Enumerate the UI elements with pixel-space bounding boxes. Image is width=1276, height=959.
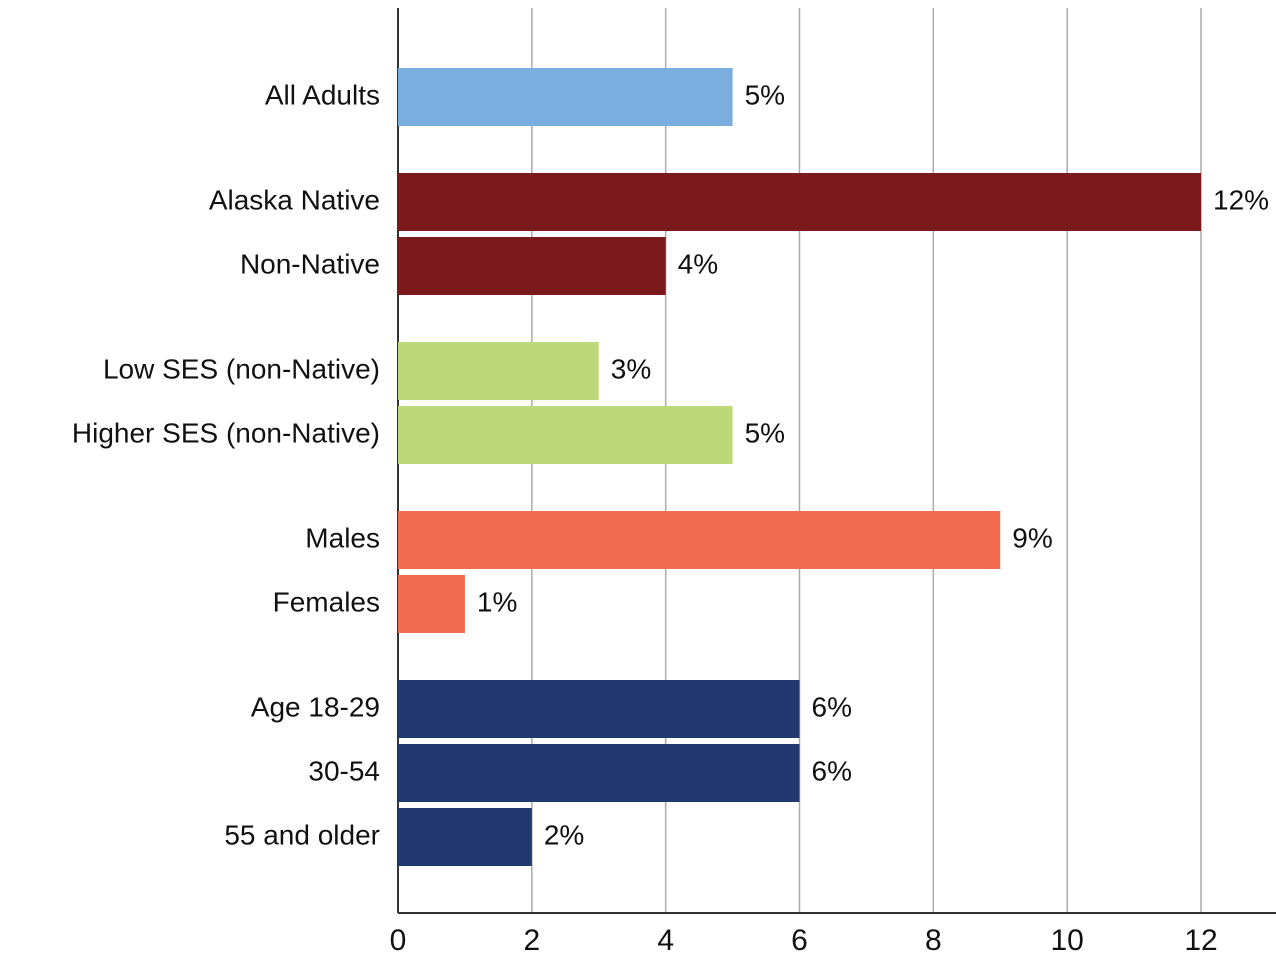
category-label: Females	[273, 586, 380, 617]
category-label: 55 and older	[224, 819, 380, 850]
value-label: 9%	[1012, 522, 1052, 553]
bar	[398, 808, 532, 866]
bar	[398, 744, 800, 802]
x-tick-label: 2	[523, 924, 540, 957]
value-label: 2%	[544, 819, 584, 850]
category-label: 30-54	[308, 755, 380, 786]
category-label: Non-Native	[240, 248, 380, 279]
bar	[398, 237, 666, 295]
category-label: Age 18-29	[251, 691, 380, 722]
value-label: 4%	[678, 248, 718, 279]
x-tick-label: 10	[1050, 924, 1083, 957]
category-label: Males	[305, 522, 380, 553]
bar	[398, 342, 599, 400]
category-label: Alaska Native	[209, 184, 380, 215]
bar	[398, 406, 733, 464]
bar	[398, 575, 465, 633]
category-label: Higher SES (non-Native)	[72, 417, 380, 448]
category-label: All Adults	[265, 79, 380, 110]
bar	[398, 680, 800, 738]
value-label: 12%	[1213, 184, 1269, 215]
x-tick-label: 12	[1184, 924, 1217, 957]
x-tick-label: 0	[390, 924, 407, 957]
value-label: 3%	[611, 353, 651, 384]
bar	[398, 511, 1001, 569]
category-label: Low SES (non-Native)	[103, 353, 380, 384]
value-label: 5%	[745, 79, 785, 110]
value-label: 1%	[477, 586, 517, 617]
x-tick-label: 6	[791, 924, 808, 957]
value-label: 6%	[812, 755, 852, 786]
x-tick-label: 8	[925, 924, 942, 957]
value-label: 6%	[812, 691, 852, 722]
value-label: 5%	[745, 417, 785, 448]
bar	[398, 173, 1201, 231]
x-tick-label: 4	[657, 924, 674, 957]
bar	[398, 68, 733, 126]
